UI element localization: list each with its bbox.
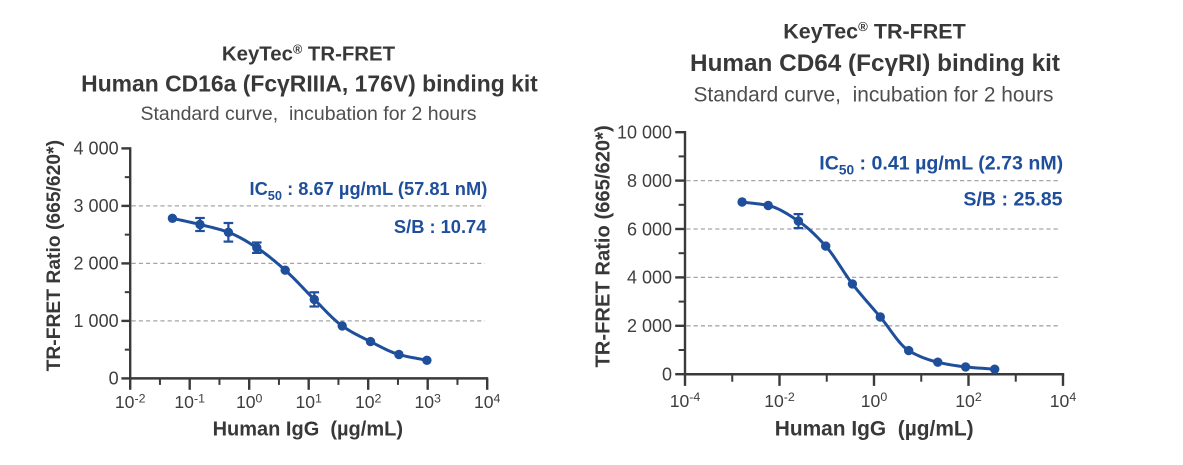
svg-text:IC50 : 8.67 µg/mL (57.81 nM): IC50 : 8.67 µg/mL (57.81 nM) (250, 178, 488, 203)
svg-text:Standard curve, incubation fo: Standard curve, incubation for 2 hours (140, 103, 476, 125)
svg-text:2 000: 2 000 (627, 316, 672, 336)
svg-text:6 000: 6 000 (627, 219, 672, 239)
svg-text:IC50 : 0.41 µg/mL (2.73 nM): IC50 : 0.41 µg/mL (2.73 nM) (819, 153, 1063, 178)
svg-text:Human IgG (µg/mL): Human IgG (µg/mL) (213, 418, 403, 440)
svg-text:4 000: 4 000 (74, 139, 119, 159)
svg-text:0: 0 (109, 369, 119, 389)
svg-text:4 000: 4 000 (627, 268, 672, 288)
svg-text:Human CD64 (FcγRI) binding kit: Human CD64 (FcγRI) binding kit (690, 50, 1060, 77)
svg-text:S/B : 10.74: S/B : 10.74 (394, 216, 487, 237)
svg-text:KeyTec® TR-FRET: KeyTec® TR-FRET (222, 42, 396, 65)
svg-text:S/B : 25.85: S/B : 25.85 (963, 189, 1062, 211)
svg-text:10 000: 10 000 (617, 123, 672, 143)
svg-text:Human CD16a (FcγRIIIA, 176V) b: Human CD16a (FcγRIIIA, 176V) binding kit (81, 71, 538, 97)
svg-text:3 000: 3 000 (74, 196, 119, 216)
svg-text:TR-FRET Ratio (665/620*): TR-FRET Ratio (665/620*) (44, 140, 65, 371)
svg-text:Human IgG (µg/mL): Human IgG (µg/mL) (775, 417, 974, 440)
svg-text:TR-FRET Ratio (665/620*): TR-FRET Ratio (665/620*) (593, 125, 615, 367)
svg-text:KeyTec® TR-FRET: KeyTec® TR-FRET (783, 19, 966, 43)
svg-text:0: 0 (662, 365, 672, 385)
svg-text:1 000: 1 000 (74, 311, 119, 331)
svg-text:2 000: 2 000 (74, 254, 119, 274)
svg-text:Standard curve, incubation fo: Standard curve, incubation for 2 hours (694, 84, 1054, 107)
svg-text:8 000: 8 000 (627, 171, 672, 191)
